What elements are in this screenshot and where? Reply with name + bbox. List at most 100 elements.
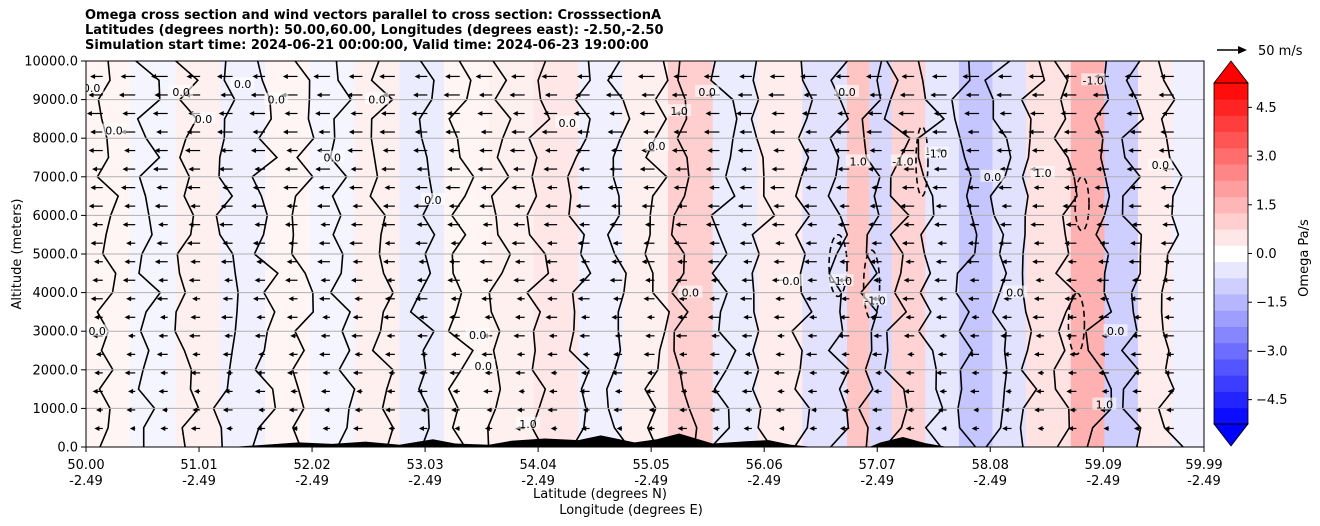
- wind-vector-head: [156, 351, 162, 357]
- wind-vector-head: [122, 277, 128, 283]
- wind-vector-head: [356, 388, 362, 394]
- wind-vector-head: [160, 425, 166, 431]
- wind-vector-head: [416, 166, 422, 172]
- wind-vector-head: [1131, 277, 1137, 283]
- wind-vector-head: [675, 277, 681, 283]
- wind-vector-head: [90, 185, 96, 191]
- wind-vector-head: [1028, 73, 1034, 79]
- wind-vector-head: [190, 259, 196, 265]
- wind-vector-head: [739, 129, 745, 135]
- wind-vector-head: [867, 110, 873, 116]
- wind-vector-head: [480, 185, 486, 191]
- wind-vector-head: [545, 259, 551, 265]
- wind-vector-head: [703, 129, 709, 135]
- wind-vector-head: [837, 333, 843, 339]
- wind-vector-head: [190, 370, 196, 376]
- wind-vector-head: [579, 333, 585, 339]
- wind-vector-head: [811, 407, 817, 413]
- wind-vector-head: [318, 296, 324, 302]
- wind-vector-head: [541, 73, 547, 79]
- wind-vector-head: [386, 388, 392, 394]
- wind-vector-head: [741, 166, 747, 172]
- wind-vector-head: [1033, 240, 1039, 246]
- wind-vector-head: [252, 296, 258, 302]
- colorbar-band: [1214, 99, 1248, 116]
- x-tick-label-longitude: -2.49: [1086, 474, 1120, 489]
- wind-vector-head: [869, 203, 875, 209]
- wind-vector-head: [1133, 370, 1139, 376]
- wind-vector-head: [611, 259, 617, 265]
- wind-vector-head: [1133, 425, 1139, 431]
- wind-vector-head: [481, 351, 487, 357]
- wind-vector-head: [384, 296, 390, 302]
- wind-vector-head: [964, 110, 970, 116]
- wind-vector-head: [188, 222, 194, 228]
- wind-vector-head: [835, 129, 841, 135]
- wind-vector-head: [1064, 185, 1070, 191]
- wind-vector-head: [616, 425, 622, 431]
- wind-vector-head: [866, 129, 872, 135]
- wind-vector-head: [939, 333, 945, 339]
- wind-vector-head: [511, 185, 517, 191]
- y-tick-label: 5000.0: [33, 248, 79, 263]
- wind-vector-head: [258, 407, 264, 413]
- wind-vector-head: [1028, 129, 1034, 135]
- wind-vector-head: [611, 203, 617, 209]
- wind-vector-head: [254, 333, 260, 339]
- contour-label-bg: [1030, 165, 1055, 178]
- wind-vector-head: [541, 129, 547, 135]
- wind-vector-head: [92, 388, 98, 394]
- wind-vector-head: [1066, 388, 1072, 394]
- wind-vector-head: [350, 166, 356, 172]
- wind-vector-head: [154, 148, 160, 154]
- wind-vector-head: [903, 222, 909, 228]
- wind-vector-head: [479, 148, 485, 154]
- contour-label-bg: [835, 84, 860, 97]
- wind-vector-head: [639, 166, 645, 172]
- wind-vector-head: [1160, 129, 1166, 135]
- y-tick-label: 4000.0: [33, 286, 79, 301]
- wind-vector-head: [320, 222, 326, 228]
- wind-vector-head: [577, 240, 583, 246]
- wind-vector-head: [743, 425, 749, 431]
- wind-vector-head: [1069, 351, 1075, 357]
- wind-vector-head: [92, 166, 98, 172]
- colorbar-tick-label: −4.5: [1256, 393, 1288, 408]
- wind-vector-head: [769, 129, 775, 135]
- wind-vector-head: [413, 148, 419, 154]
- wind-vector-head: [350, 277, 356, 283]
- wind-vector-head: [156, 296, 162, 302]
- wind-vector-head: [1067, 370, 1073, 376]
- colorbar-extend-max: [1213, 60, 1249, 84]
- wind-vector-head: [1095, 110, 1101, 116]
- wind-vector-head: [807, 333, 813, 339]
- wind-vector-head: [807, 277, 813, 283]
- wind-vector-head: [483, 388, 489, 394]
- wind-vector-head: [93, 259, 99, 265]
- wind-vector-head: [743, 259, 749, 265]
- wind-vector-head: [741, 333, 747, 339]
- wind-vector-head: [744, 351, 750, 357]
- wind-vector-head: [446, 110, 452, 116]
- wind-vector-head: [383, 314, 389, 320]
- contour-label: 0.0: [648, 140, 666, 153]
- wind-vector-head: [614, 333, 620, 339]
- wind-vector-head: [352, 203, 358, 209]
- wind-vector-head: [809, 425, 815, 431]
- wind-vector-head: [222, 296, 228, 302]
- wind-vector-head: [1030, 110, 1036, 116]
- wind-vector-head: [1135, 407, 1141, 413]
- wind-vector-head: [903, 166, 909, 172]
- wind-vector-head: [254, 166, 260, 172]
- wind-vector-head: [905, 425, 911, 431]
- contour-label-bg: [555, 115, 580, 128]
- wind-vector-head: [250, 92, 256, 98]
- wind-vector-head: [95, 351, 101, 357]
- wind-vector-head: [1064, 296, 1070, 302]
- contour-label-bg: [516, 416, 541, 429]
- wind-vector-head: [800, 73, 806, 79]
- wind-vector-head: [1098, 370, 1104, 376]
- wind-vector-head: [186, 73, 192, 79]
- wind-vector-head: [188, 333, 194, 339]
- wind-vector-head: [90, 129, 96, 135]
